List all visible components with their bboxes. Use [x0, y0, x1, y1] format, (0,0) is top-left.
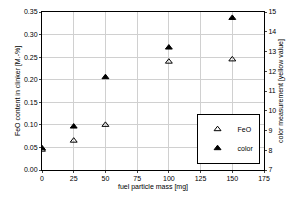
svg-text:11: 11 — [268, 87, 275, 94]
svg-text:0.30: 0.30 — [24, 31, 38, 38]
svg-text:125: 125 — [195, 175, 207, 182]
svg-text:50: 50 — [102, 175, 110, 182]
svg-text:7: 7 — [268, 166, 272, 173]
svg-text:8: 8 — [268, 147, 272, 154]
svg-text:0.25: 0.25 — [24, 54, 38, 61]
svg-text:0.20: 0.20 — [24, 76, 38, 83]
svg-text:FeO: FeO — [238, 126, 252, 133]
svg-text:0: 0 — [40, 175, 44, 182]
svg-text:0.10: 0.10 — [24, 121, 38, 128]
svg-text:10: 10 — [268, 107, 276, 114]
svg-text:25: 25 — [70, 175, 78, 182]
svg-text:75: 75 — [133, 175, 141, 182]
svg-text:15: 15 — [268, 8, 276, 15]
svg-text:fuel particle mass [mg]: fuel particle mass [mg] — [118, 183, 188, 191]
svg-text:100: 100 — [163, 175, 175, 182]
svg-text:color: color — [238, 145, 254, 152]
svg-text:color measurement [yellow valu: color measurement [yellow value] — [277, 39, 285, 143]
svg-text:12: 12 — [268, 68, 276, 75]
svg-text:150: 150 — [226, 175, 238, 182]
svg-text:9: 9 — [268, 127, 272, 134]
svg-text:0.15: 0.15 — [24, 99, 38, 106]
svg-text:14: 14 — [268, 28, 276, 35]
svg-text:175: 175 — [258, 175, 270, 182]
svg-text:13: 13 — [268, 48, 276, 55]
svg-text:0.00: 0.00 — [24, 166, 38, 173]
svg-text:FeO content in clinker [M.-%]: FeO content in clinker [M.-%] — [14, 46, 22, 136]
svg-text:0.05: 0.05 — [24, 144, 38, 151]
svg-text:0.35: 0.35 — [24, 8, 38, 15]
